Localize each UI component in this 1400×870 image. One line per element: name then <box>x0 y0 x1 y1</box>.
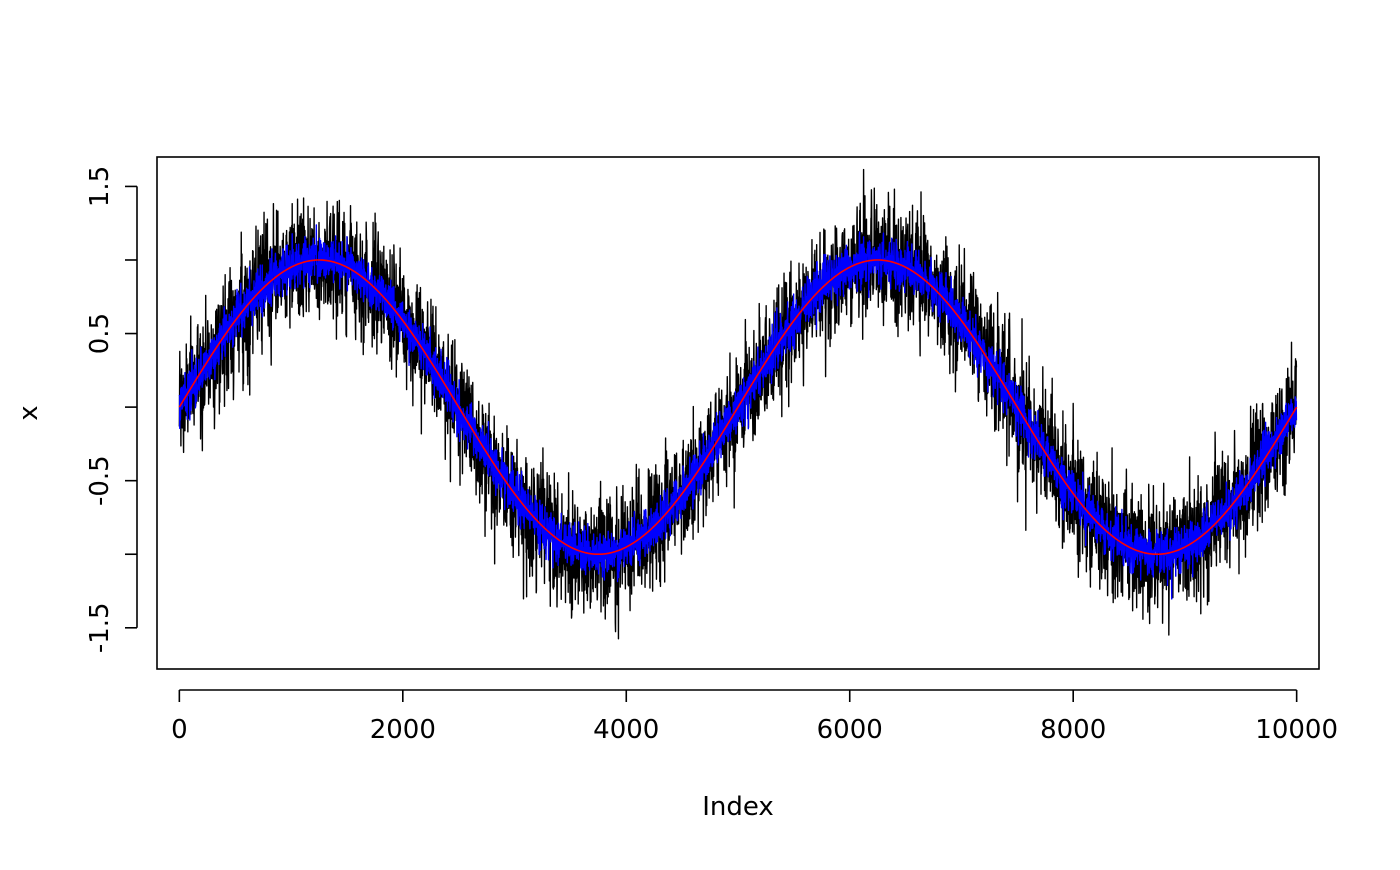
x-tick-label: 4000 <box>593 715 659 745</box>
y-tick-label: 0.5 <box>85 313 115 354</box>
y-tick-label: -0.5 <box>85 455 115 506</box>
plot-frame <box>156 156 1320 670</box>
y-tick-label: -1.5 <box>85 602 115 653</box>
x-tick-label: 2000 <box>370 715 436 745</box>
x-tick-label: 6000 <box>817 715 883 745</box>
x-axis: 0 2000 4000 6000 8000 10000 <box>171 689 1338 745</box>
x-tick-label: 10000 <box>1255 715 1338 745</box>
y-tick-label: 1.5 <box>85 166 115 207</box>
x-tick-label: 8000 <box>1040 715 1106 745</box>
series-layer <box>178 168 1298 640</box>
x-axis-title: Index <box>702 792 774 822</box>
y-axis: -1.5 -0.5 0.5 1.5 <box>85 166 138 653</box>
y-axis-title: x <box>14 405 44 420</box>
x-tick-label: 0 <box>171 715 188 745</box>
series-line-3 <box>178 259 1298 556</box>
